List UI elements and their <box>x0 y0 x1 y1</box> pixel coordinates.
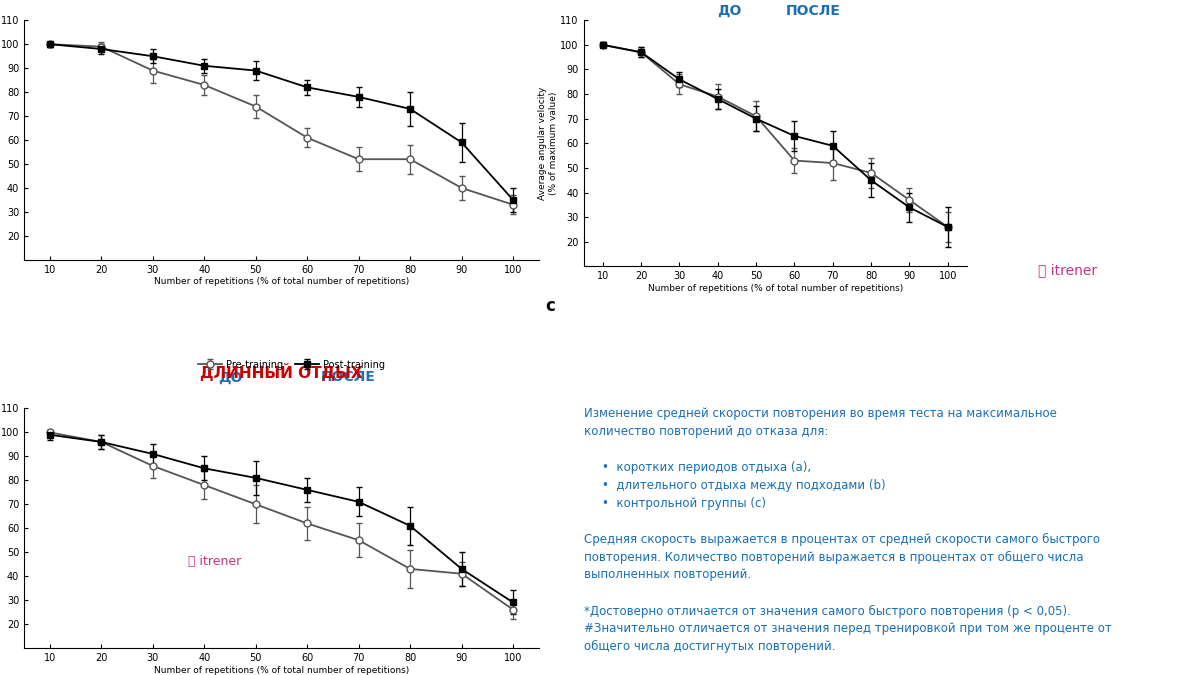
Text: ⓘ itrener: ⓘ itrener <box>1038 263 1098 277</box>
Title: ДЛИННЫЙ ОТДЫХ: ДЛИННЫЙ ОТДЫХ <box>200 363 362 381</box>
Text: общего числа достигнутых повторений.: общего числа достигнутых повторений. <box>583 641 835 653</box>
Y-axis label: Average angular velocity
(% of maximum value): Average angular velocity (% of maximum v… <box>539 86 558 200</box>
Text: количество повторений до отказа для:: количество повторений до отказа для: <box>583 425 828 437</box>
Text: ПОСЛЕ: ПОСЛЕ <box>320 371 376 385</box>
X-axis label: Number of repetitions (% of total number of repetitions): Number of repetitions (% of total number… <box>648 284 902 293</box>
Text: повторения. Количество повторений выражается в процентах от общего числа: повторения. Количество повторений выража… <box>583 551 1084 564</box>
X-axis label: Number of repetitions (% of total number of repetitions): Number of repetitions (% of total number… <box>154 666 409 674</box>
Text: Изменение средней скорости повторения во время теста на максимальное: Изменение средней скорости повторения во… <box>583 407 1056 420</box>
Text: ДО: ДО <box>718 4 742 18</box>
X-axis label: Number of repetitions (% of total number of repetitions): Number of repetitions (% of total number… <box>154 277 409 286</box>
Text: ПОСЛЕ: ПОСЛЕ <box>786 4 841 18</box>
Text: выполненных повторений.: выполненных повторений. <box>583 568 751 581</box>
Text: ДО: ДО <box>217 371 242 385</box>
Text: *Достоверно отличается от значения самого быстрого повторения (p < 0,05).: *Достоверно отличается от значения самог… <box>583 604 1070 618</box>
Text: Средняя скорость выражается в процентах от средней скорости самого быстрого: Средняя скорость выражается в процентах … <box>583 533 1099 545</box>
Text: •  длительного отдыха между подходами (b): • длительного отдыха между подходами (b) <box>601 479 886 491</box>
Text: c: c <box>545 297 556 315</box>
Text: •  коротких периодов отдыха (a),: • коротких периодов отдыха (a), <box>601 460 811 474</box>
Text: ⓘ itrener: ⓘ itrener <box>188 556 241 568</box>
Text: •  контрольной группы (c): • контрольной группы (c) <box>601 497 766 510</box>
Legend: Pre-training, Post-training: Pre-training, Post-training <box>194 356 389 373</box>
Text: #Значительно отличается от значения перед тренировкой при том же проценте от: #Значительно отличается от значения пере… <box>583 622 1111 635</box>
